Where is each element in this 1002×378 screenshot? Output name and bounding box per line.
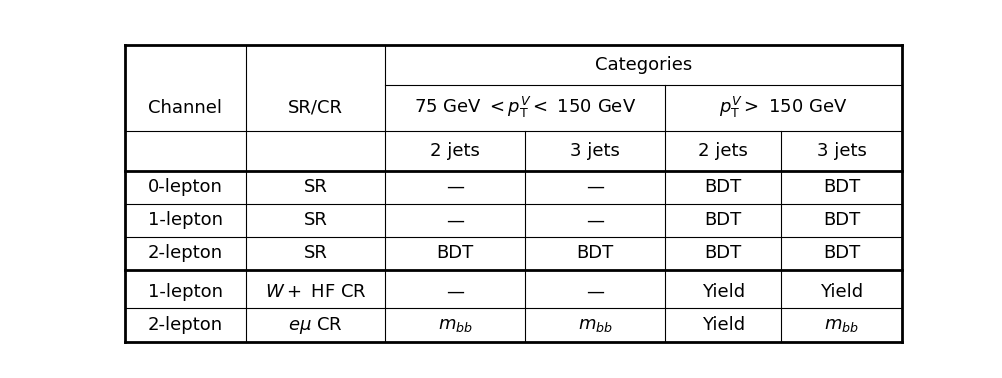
Text: —: —	[586, 178, 604, 196]
Text: SR: SR	[304, 211, 328, 229]
Text: 3 jets: 3 jets	[570, 142, 620, 160]
Text: BDT: BDT	[437, 245, 474, 262]
Text: 1-lepton: 1-lepton	[148, 283, 222, 301]
Text: $e\mu$ CR: $e\mu$ CR	[289, 314, 343, 336]
Text: —: —	[446, 211, 464, 229]
Text: $W +$ HF CR: $W +$ HF CR	[265, 283, 367, 301]
Text: 2 jets: 2 jets	[430, 142, 480, 160]
Text: 2 jets: 2 jets	[698, 142, 748, 160]
Text: —: —	[446, 283, 464, 301]
Text: Yield: Yield	[701, 283, 744, 301]
Text: Yield: Yield	[820, 283, 863, 301]
Text: Yield: Yield	[701, 316, 744, 334]
Text: BDT: BDT	[576, 245, 613, 262]
Text: BDT: BDT	[704, 245, 741, 262]
Text: BDT: BDT	[823, 245, 861, 262]
Text: Channel: Channel	[148, 99, 222, 117]
Text: —: —	[586, 283, 604, 301]
Text: SR: SR	[304, 178, 328, 196]
Text: Categories: Categories	[595, 56, 692, 74]
Text: BDT: BDT	[704, 211, 741, 229]
Text: SR: SR	[304, 245, 328, 262]
Text: BDT: BDT	[823, 211, 861, 229]
Text: 75 GeV $< p_{\mathrm{T}}^{V} <$ 150 GeV: 75 GeV $< p_{\mathrm{T}}^{V} <$ 150 GeV	[414, 95, 636, 121]
Text: 0-lepton: 0-lepton	[148, 178, 222, 196]
Text: BDT: BDT	[704, 178, 741, 196]
Text: 1-lepton: 1-lepton	[148, 211, 222, 229]
Text: $m_{bb}$: $m_{bb}$	[438, 316, 473, 334]
Text: —: —	[446, 178, 464, 196]
Text: $m_{bb}$: $m_{bb}$	[577, 316, 612, 334]
Text: $p_{\mathrm{T}}^{V} >$ 150 GeV: $p_{\mathrm{T}}^{V} >$ 150 GeV	[719, 95, 848, 121]
Text: SR/CR: SR/CR	[288, 99, 343, 117]
Text: 2-lepton: 2-lepton	[148, 245, 223, 262]
Text: —: —	[586, 211, 604, 229]
Text: BDT: BDT	[823, 178, 861, 196]
Text: 2-lepton: 2-lepton	[148, 316, 223, 334]
Text: 3 jets: 3 jets	[817, 142, 867, 160]
Text: $m_{bb}$: $m_{bb}$	[825, 316, 859, 334]
